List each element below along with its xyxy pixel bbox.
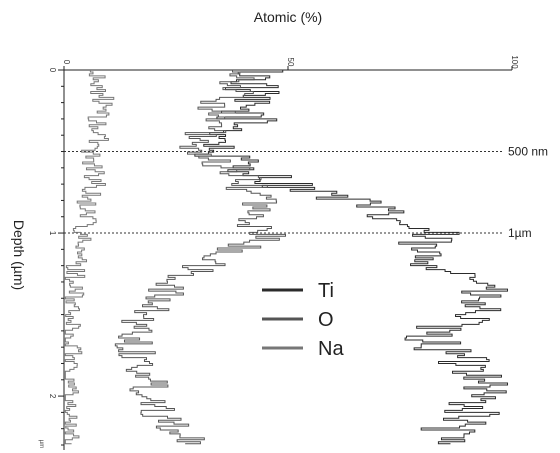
y-tick-label: 0 <box>48 68 57 73</box>
series-line-o <box>114 70 287 445</box>
x-axis-title: Atomic (%) <box>254 9 322 25</box>
legend: Ti O Na <box>262 280 344 360</box>
series-line-ti <box>194 70 509 445</box>
x-tick-label: 0 <box>62 60 71 65</box>
y-tick-label: 2 <box>48 394 57 399</box>
series-line-na <box>64 70 115 445</box>
legend-label: Na <box>318 338 344 360</box>
reference-lines: 500 nm 1µm <box>64 145 548 240</box>
y-axis-title: Depth (µm) <box>11 220 27 290</box>
reference-line-label: 1µm <box>508 226 532 240</box>
x-tick-label: 100 <box>510 55 519 69</box>
y-axis-ticks: 0 1 2 <box>48 68 64 446</box>
y-axis-unit-label: µm <box>38 440 44 448</box>
x-axis-ticks: 0 50 100 <box>62 55 519 70</box>
series-layer <box>64 70 509 445</box>
y-tick-label: 1 <box>48 231 57 236</box>
legend-label: Ti <box>318 280 334 302</box>
legend-label: O <box>318 309 334 331</box>
reference-line-label: 500 nm <box>508 145 548 159</box>
x-tick-label: 50 <box>286 58 295 67</box>
